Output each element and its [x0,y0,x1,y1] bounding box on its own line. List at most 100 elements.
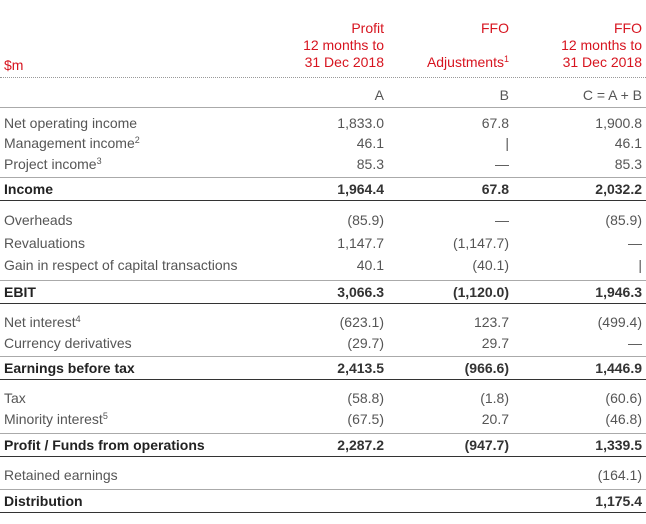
row-label: Overheads [4,212,72,228]
column-b-line3: Adjustments [426,54,504,70]
table-row: Currency derivatives (29.7) 29.7 — [0,332,646,354]
adjustment-cell: 67.8 [481,181,509,197]
row-label-text: Revaluations [4,235,85,251]
letter-b: B [499,87,509,103]
row-label: Distribution [4,493,83,509]
adjustment-cell: (1.8) [480,390,509,406]
ffo-cell: — [628,235,642,251]
column-header-adjustments: FFO Adjustments1 [427,20,509,71]
row-label: Management income2 [4,135,140,151]
adjustment-cell: (1,120.0) [452,284,509,300]
adjustment-cell: (966.6) [464,360,509,376]
row-label: Minority interest5 [4,411,108,427]
profit-cell: (67.5) [347,411,384,427]
ffo-cell: (164.1) [597,467,642,483]
profit-cell: 40.1 [356,257,384,273]
column-a-line2: 12 months to [303,37,384,53]
column-letters-row: A B C = A + B [0,84,646,106]
ffo-cell: 46.1 [614,135,642,151]
row-separator [0,512,646,513]
ffo-cell: 1,946.3 [595,284,642,300]
profit-cell: (29.7) [347,335,384,351]
profit-cell: 2,287.2 [337,437,384,453]
ffo-cell: 85.3 [614,156,642,172]
table-row: EBIT 3,066.3 (1,120.0) 1,946.3 [0,281,646,303]
row-label: Profit / Funds from operations [4,437,205,453]
row-label-text: Tax [4,390,26,406]
row-label: Net operating income [4,115,137,131]
profit-cell: 2,413.5 [337,360,384,376]
row-separator [0,456,646,457]
column-c-line1: FFO [614,20,642,36]
letter-c: C = A + B [582,87,642,103]
row-separator [0,303,646,304]
profit-cell: 85.3 [356,156,384,172]
row-label-text: Project income [4,156,97,172]
header-divider [0,77,646,78]
table-row: Project income3 85.3 — 85.3 [0,153,646,175]
row-label-text: Overheads [4,212,73,228]
row-separator [0,356,646,357]
row-separator [0,200,646,201]
ffo-cell: (85.9) [605,212,642,228]
row-label-text: Earnings before tax [4,360,135,376]
letter-a: A [374,87,384,103]
row-label-text: Profit / Funds from operations [4,437,205,453]
column-header-profit: Profit 12 months to 31 Dec 2018 [303,20,384,71]
table-row: Profit / Funds from operations 2,287.2 (94… [0,434,646,456]
footnote-marker: 5 [102,411,108,421]
row-separator [0,280,646,281]
table-row: Earnings before tax 2,413.5 (966.6) 1,446.9 [0,357,646,379]
row-label: Income [4,181,53,197]
adjustment-cell: | [505,135,509,151]
row-label: Earnings before tax [4,360,135,376]
row-label-text: Management income [4,135,135,151]
table-row: Retained earnings (164.1) [0,464,646,486]
row-label-text: Net interest [4,314,76,330]
row-label-text: EBIT [4,284,36,300]
row-label-text: Gain in respect of capital transactions [4,257,238,273]
adjustment-cell: (947.7) [464,437,509,453]
row-label: Retained earnings [4,467,118,483]
ffo-cell: (499.4) [597,314,642,330]
column-c-line2: 12 months to [561,37,642,53]
row-label-text: Net operating income [4,115,138,131]
column-a-line3: 31 Dec 2018 [304,54,384,70]
ffo-cell: 1,900.8 [595,115,642,131]
footnote-marker: 3 [96,156,102,166]
profit-cell: 1,833.0 [337,115,384,131]
row-label-text: Distribution [4,493,83,509]
ffo-cell: 1,175.4 [595,493,642,509]
row-separator [0,177,646,178]
table-row: Gain in respect of capital transactions 4… [0,254,646,276]
ffo-cell: 1,446.9 [595,360,642,376]
profit-cell: 1,147.7 [337,235,384,251]
row-label: Gain in respect of capital transactions [4,257,237,273]
table-row: Net operating income 1,833.0 67.8 1,900.8 [0,112,646,134]
row-separator [0,433,646,434]
adjustment-cell: — [495,212,509,228]
row-label-text: Income [4,181,54,197]
column-header-ffo: FFO 12 months to 31 Dec 2018 [561,20,642,71]
column-b-footnote: 1 [503,54,509,64]
ffo-cell: — [628,335,642,351]
ffo-cell: (46.8) [605,411,642,427]
table-row: Distribution 1,175.4 [0,490,646,512]
row-label: Revaluations [4,235,85,251]
table-row: Income 1,964.4 67.8 2,032.2 [0,178,646,200]
letters-separator [0,107,646,108]
ffo-cell: | [638,257,642,273]
adjustment-cell: 29.7 [481,335,509,351]
table-row: Net interest4 (623.1) 123.7 (499.4) [0,311,646,333]
ffo-cell: (60.6) [605,390,642,406]
table-row: Revaluations 1,147.7 (1,147.7) — [0,232,646,254]
adjustment-cell: — [495,156,509,172]
row-label: Net interest4 [4,314,81,330]
footnote-marker: 2 [134,135,140,145]
ffo-cell: 2,032.2 [595,181,642,197]
row-label-text: Minority interest [4,411,103,427]
profit-cell: 3,066.3 [337,284,384,300]
row-label-text: Retained earnings [4,467,118,483]
profit-cell: (623.1) [339,314,384,330]
row-label: Tax [4,390,26,406]
